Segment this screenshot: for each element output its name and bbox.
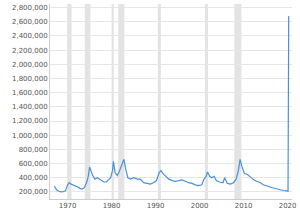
svg-text:1,600,000: 1,600,000 (12, 89, 48, 97)
svg-text:600,000: 600,000 (19, 160, 48, 168)
svg-text:2,600,000: 2,600,000 (12, 18, 48, 26)
svg-text:200,000: 200,000 (19, 188, 48, 196)
svg-text:1,000,000: 1,000,000 (12, 132, 48, 140)
svg-text:1,400,000: 1,400,000 (12, 103, 48, 111)
svg-text:800,000: 800,000 (19, 146, 48, 154)
svg-text:2,400,000: 2,400,000 (12, 32, 48, 40)
svg-text:2020: 2020 (279, 202, 297, 210)
svg-text:1970: 1970 (59, 202, 77, 210)
svg-text:2,800,000: 2,800,000 (12, 4, 48, 12)
svg-text:1990: 1990 (147, 202, 165, 210)
svg-text:2000: 2000 (191, 202, 209, 210)
svg-text:1980: 1980 (103, 202, 121, 210)
svg-text:1,800,000: 1,800,000 (12, 75, 48, 83)
svg-text:2,200,000: 2,200,000 (12, 47, 48, 55)
svg-text:2010: 2010 (235, 202, 253, 210)
svg-text:400,000: 400,000 (19, 174, 48, 182)
svg-text:2,000,000: 2,000,000 (12, 61, 48, 69)
svg-text:1,200,000: 1,200,000 (12, 117, 48, 125)
